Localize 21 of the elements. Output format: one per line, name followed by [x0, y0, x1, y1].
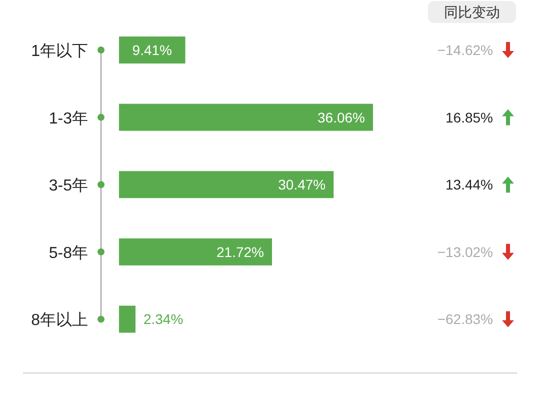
text: 同比变动 [444, 4, 500, 20]
bar [119, 104, 373, 131]
data-label: 21.72% [216, 244, 264, 260]
y-tick-label: 8年以上 [31, 311, 88, 330]
bar [119, 36, 186, 64]
data-label: 2.34% [143, 311, 184, 328]
text: 16.85% [446, 109, 493, 126]
y-tick-label: 1年以下 [31, 42, 88, 60]
data-label: 9.41% [132, 42, 172, 58]
data-label: 36.06% [318, 109, 365, 126]
text: −14.62% [437, 42, 493, 58]
y-tick-label: 3-5年 [48, 178, 88, 195]
bar [119, 171, 334, 198]
text: 13.44% [446, 176, 493, 193]
bar [119, 238, 272, 266]
text: −62.83% [437, 311, 493, 328]
text: −13.02% [437, 244, 493, 260]
y-tick-label: 1-3年 [48, 110, 88, 128]
data-label: 30.47% [278, 176, 326, 193]
y-tick-label: 5-8年 [48, 244, 88, 262]
bar [119, 306, 136, 333]
